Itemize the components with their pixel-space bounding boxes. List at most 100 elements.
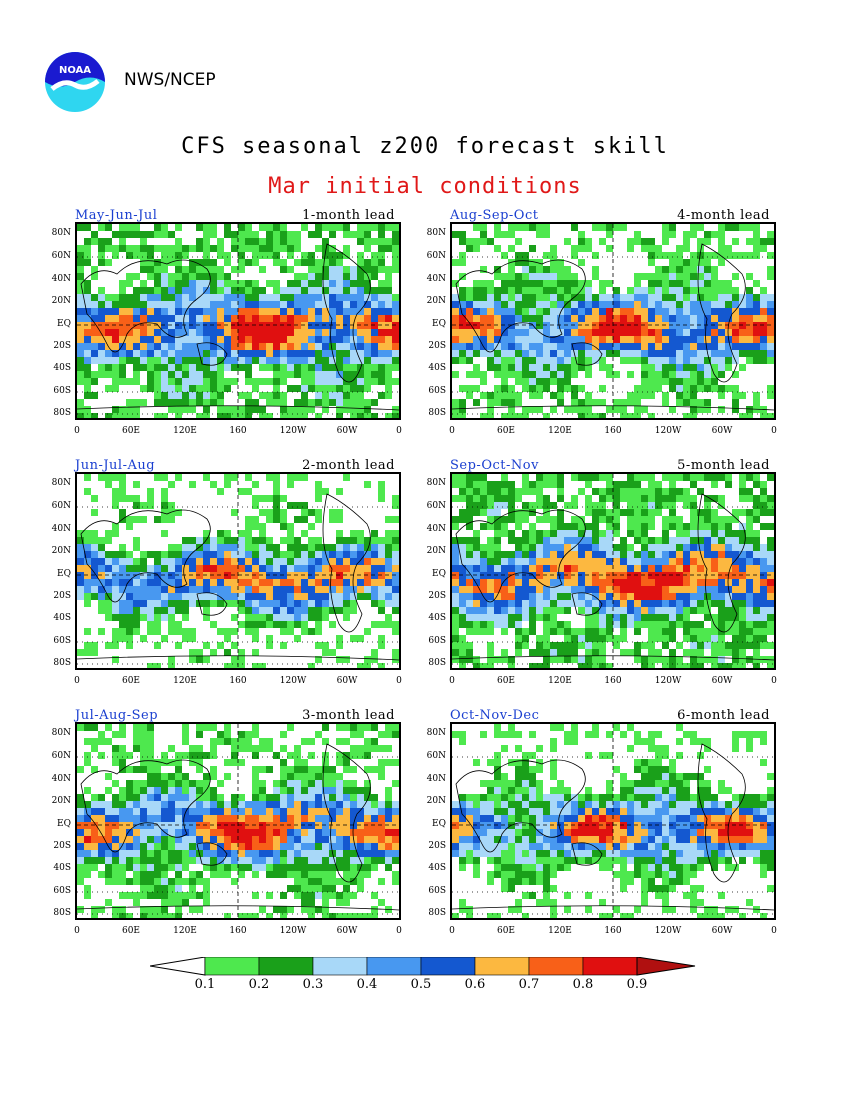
colorbar-graphic	[149, 956, 696, 976]
lat-label: 40S	[53, 863, 71, 873]
lon-label: 0	[396, 926, 402, 936]
lat-label: 20S	[53, 841, 71, 851]
lat-label: 80N	[51, 228, 71, 238]
panel-1: May-Jun-Jul 1-month lead 80N 60N 40N 20N EQ 2…	[45, 208, 425, 448]
lon-label: 60W	[336, 926, 358, 936]
lon-label: 60W	[711, 676, 733, 686]
lat-label: 80S	[428, 408, 446, 418]
lat-label: 40N	[51, 774, 71, 784]
coastline	[452, 243, 774, 411]
lat-label: 20N	[51, 546, 71, 556]
lat-label: 60S	[428, 636, 446, 646]
coastline	[77, 493, 399, 661]
colorbar-swatch	[474, 956, 530, 976]
lon-label: 0	[449, 676, 455, 686]
panel-2: Jun-Jul-Aug 2-month lead 80N 60N 40N 20N EQ 2…	[45, 458, 425, 698]
lon-label: 160	[229, 676, 247, 686]
colorbar-label: 0.6	[464, 977, 486, 992]
colorbar-label: 0.8	[572, 977, 594, 992]
skill-field	[452, 724, 774, 918]
lon-label: 120E	[173, 926, 197, 936]
lat-label: 20S	[53, 341, 71, 351]
lat-label: 60N	[426, 751, 446, 761]
colorbar-label: 0.1	[194, 977, 216, 992]
lat-label: 80S	[53, 908, 71, 918]
skill-map	[75, 472, 401, 670]
panel-4: Aug-Sep-Oct 4-month lead 80N 60N 40N 20N EQ 2…	[420, 208, 800, 448]
colorbar-label: 0.5	[410, 977, 432, 992]
panel-3: Jul-Aug-Sep 3-month lead 80N 60N 40N 20N EQ 2…	[45, 708, 425, 948]
page-subtitle: Mar initial conditions	[268, 174, 582, 199]
lon-label: 120E	[548, 926, 572, 936]
lat-label: 20S	[53, 591, 71, 601]
colorbar-low-triangle	[149, 956, 206, 976]
lat-label: 40S	[428, 863, 446, 873]
colorbar-swatch	[528, 956, 584, 976]
lat-label: EQ	[57, 819, 71, 829]
lat-label: 20N	[51, 796, 71, 806]
panel-5: Sep-Oct-Nov 5-month lead 80N 60N 40N 20N EQ 2…	[420, 458, 800, 698]
lat-label: 40N	[426, 274, 446, 284]
skill-field	[77, 474, 399, 668]
lat-label: 80N	[426, 228, 446, 238]
lon-label: 120W	[279, 926, 307, 936]
skill-map	[450, 472, 776, 670]
lon-label: 120E	[548, 426, 572, 436]
lon-label: 0	[449, 426, 455, 436]
colorbar-label: 0.3	[302, 977, 324, 992]
panel-season: Aug-Sep-Oct	[450, 208, 539, 223]
org-label: NWS/NCEP	[124, 70, 216, 90]
coastline	[452, 743, 774, 911]
lon-label: 120W	[654, 926, 682, 936]
lat-label: 60N	[51, 751, 71, 761]
lat-label: 20S	[428, 841, 446, 851]
colorbar-high-triangle	[636, 956, 696, 976]
panel-lead: 3-month lead	[302, 708, 395, 723]
lon-label: 160	[229, 426, 247, 436]
coastline	[452, 493, 774, 661]
lat-label: EQ	[57, 569, 71, 579]
lon-label: 160	[604, 926, 622, 936]
lat-label: 20N	[51, 296, 71, 306]
lat-label: 60S	[428, 886, 446, 896]
lon-label: 120W	[279, 676, 307, 686]
lat-label: 80S	[53, 658, 71, 668]
lat-label: 60N	[426, 501, 446, 511]
lon-label: 60W	[711, 926, 733, 936]
lon-label: 120W	[654, 426, 682, 436]
panel-lead: 2-month lead	[302, 458, 395, 473]
panel-lead: 6-month lead	[677, 708, 770, 723]
colorbar-swatch	[258, 956, 314, 976]
lat-label: 80N	[426, 728, 446, 738]
lon-label: 60E	[121, 426, 141, 436]
skill-field	[77, 724, 399, 918]
colorbar-swatch	[582, 956, 638, 976]
skill-map	[450, 222, 776, 420]
lat-label: 80S	[428, 908, 446, 918]
lat-label: 40S	[53, 613, 71, 623]
lat-label: 20N	[426, 296, 446, 306]
lat-label: 60S	[53, 636, 71, 646]
colorbar-swatch	[366, 956, 422, 976]
page-title: CFS seasonal z200 forecast skill	[181, 134, 669, 159]
lon-label: 0	[396, 426, 402, 436]
lon-label: 0	[771, 926, 777, 936]
colorbar-label: 0.7	[518, 977, 540, 992]
panel-6: Oct-Nov-Dec 6-month lead 80N 60N 40N 20N EQ 2…	[420, 708, 800, 948]
lon-label: 60W	[711, 426, 733, 436]
coastline	[77, 243, 399, 411]
lon-label: 0	[771, 676, 777, 686]
lon-label: 160	[229, 926, 247, 936]
lat-label: 40S	[428, 363, 446, 373]
skill-map	[75, 222, 401, 420]
lon-label: 0	[449, 926, 455, 936]
lon-label: 160	[604, 426, 622, 436]
lat-label: 40N	[426, 774, 446, 784]
lat-label: EQ	[432, 819, 446, 829]
skill-map	[75, 722, 401, 920]
lat-label: 60S	[428, 386, 446, 396]
lat-label: 80N	[426, 478, 446, 488]
skill-field	[452, 474, 774, 668]
lon-label: 160	[604, 676, 622, 686]
logo-text: NOAA	[59, 65, 91, 76]
